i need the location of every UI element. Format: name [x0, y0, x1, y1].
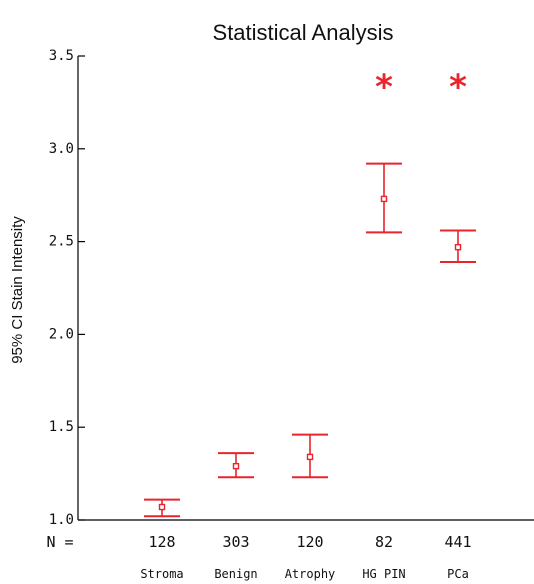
- category-label: HG PIN: [362, 567, 405, 581]
- chart-title: Statistical Analysis: [213, 20, 394, 45]
- category-label: Benign: [214, 567, 257, 581]
- n-value: 120: [296, 533, 323, 551]
- y-tick-label: 2.5: [49, 234, 74, 250]
- category-label: PCa: [447, 567, 469, 581]
- y-tick-label: 3.5: [49, 48, 74, 64]
- chart-marks: * *: [144, 68, 476, 518]
- mean-point: [232, 462, 240, 470]
- n-value: 303: [222, 533, 249, 551]
- category-label: Stroma: [140, 567, 183, 581]
- y-tick-label: 1.5: [49, 419, 74, 435]
- error-bar-group: *: [366, 68, 402, 234]
- n-label: N =: [46, 533, 73, 551]
- n-value: 82: [375, 533, 393, 551]
- y-tick-label: 3.0: [49, 141, 74, 157]
- y-axis-label: 95% CI Stain Intensity: [9, 216, 26, 364]
- error-bar-group: [292, 433, 328, 479]
- n-value: 441: [444, 533, 471, 551]
- error-bar-group: [218, 452, 254, 479]
- y-tick-label: 1.0: [49, 512, 74, 528]
- error-bar-group: [144, 498, 180, 518]
- x-labels: 128 Stroma 303 Benign 120 Atrophy 82 HG PIN 441 P…: [140, 533, 471, 581]
- y-tick-label: 2.0: [49, 326, 74, 342]
- mean-point: [454, 243, 462, 251]
- n-value: 128: [148, 533, 175, 551]
- mean-point: [306, 453, 314, 461]
- mean-point: [380, 195, 388, 203]
- significance-marker: *: [449, 68, 467, 108]
- significance-marker: *: [375, 68, 393, 108]
- category-label: Atrophy: [285, 567, 336, 581]
- mean-point: [158, 503, 166, 511]
- y-ticks: 1.0 1.5 2.0 2.5 3.0 3.5: [49, 48, 85, 528]
- error-bar-group: *: [440, 68, 476, 264]
